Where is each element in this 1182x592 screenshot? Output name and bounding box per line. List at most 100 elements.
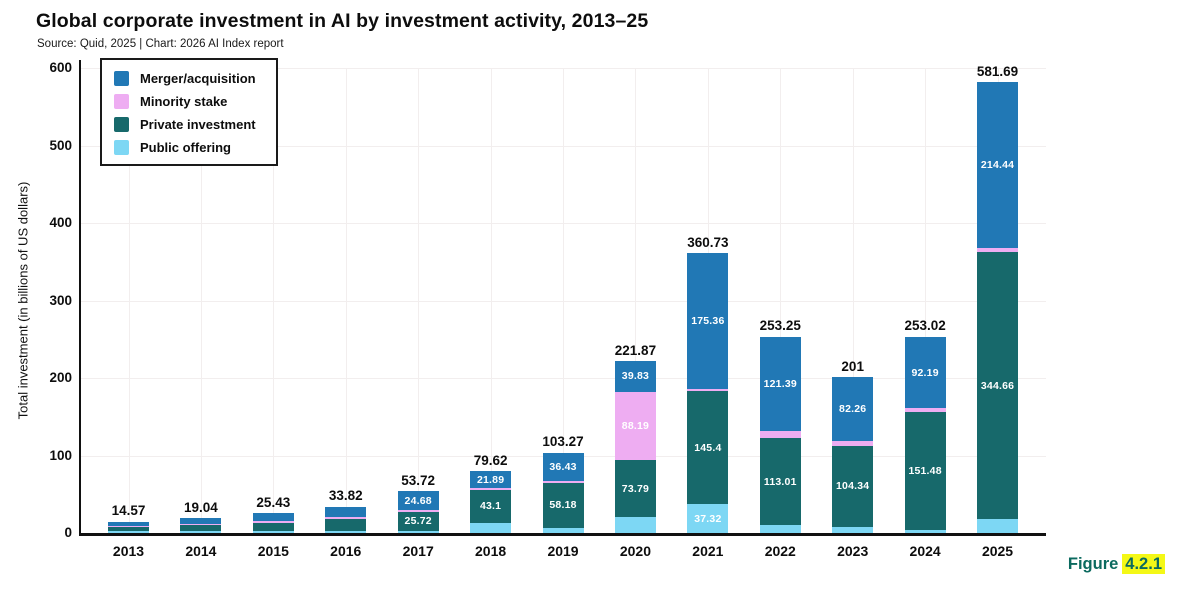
bar-segment-value: 39.83 [621,370,650,383]
bar-total-label-2022: 253.25 [759,318,801,334]
bar-segment-value: 88.19 [621,420,650,433]
bar-segment-value: 58.18 [549,499,577,512]
bar-segment-public-offering-2019 [542,527,584,533]
gridline-vertical [490,68,492,533]
bar-segment-minority-stake-2014 [180,524,222,525]
legend-item-merger-acquisition: Merger/acquisition [114,71,264,86]
bar-segment-value: 92.19 [911,366,939,379]
bar-segment-private-investment-2025: 344.66 [977,252,1019,520]
bar-segment-public-offering-2020 [614,517,656,533]
bar-segment-public-offering-2024 [904,529,946,533]
figure-label-prefix: Figure [1067,555,1119,573]
bar-segment-value: 25.72 [404,515,432,528]
bar-segment-public-offering-2016 [325,530,367,533]
bar-segment-merger-acquisition-2020: 39.83 [614,361,656,392]
y-tick-label: 500 [49,137,72,153]
bar-segment-merger-acquisition-2018: 21.89 [470,471,512,489]
figure-label-number: 4.2.1 [1122,554,1165,574]
bar-segment-public-offering-2021: 37.32 [687,504,729,533]
legend-item-minority-stake: Minority stake [114,94,264,109]
bar-segment-value: 344.66 [980,379,1015,392]
gridline-vertical [273,68,275,533]
legend-swatch [114,94,129,109]
bar-segment-public-offering-2022 [759,525,801,533]
bar-segment-private-investment-2019: 58.18 [542,482,584,528]
bar-segment-value: 104.34 [836,480,870,493]
y-tick-label: 200 [49,370,72,385]
bar-segment-merger-acquisition-2021: 175.36 [687,253,729,390]
x-tick-label-2017: 2017 [402,543,434,559]
gridline-vertical [852,68,854,533]
bar-segment-public-offering-2023 [832,526,874,533]
bar-segment-public-offering-2017 [397,531,439,533]
bar-segment-value: 151.48 [908,464,942,477]
bar-segment-minority-stake-2020: 88.19 [614,391,656,461]
bar-total-label-2019: 103.27 [542,434,584,450]
bar-total-label-2020: 221.87 [614,342,657,358]
gridline-vertical [418,68,420,533]
legend-label: Public offering [140,140,231,155]
bar-total-label-2021: 360.73 [687,234,729,250]
bar-segment-private-investment-2023: 104.34 [832,446,874,527]
bar-segment-value: 121.39 [763,377,797,390]
bar-segment-minority-stake-2019 [542,481,584,483]
chart-title: Global corporate investment in AI by inv… [36,10,649,32]
bar-total-label-2024: 253.02 [904,318,946,334]
bar-segment-private-investment-2022: 113.01 [759,437,801,526]
bar-segment-merger-acquisition-2015 [252,513,294,522]
bar-segment-minority-stake-2025 [977,248,1019,253]
bar-segment-private-investment-2018: 43.1 [470,489,512,523]
bar-segment-value: 113.01 [763,475,797,488]
x-tick-label-2022: 2022 [764,543,796,559]
bar-total-label-2023: 201 [841,358,864,374]
bar-segment-value: 73.79 [621,482,650,495]
legend-label: Merger/acquisition [140,71,256,86]
bar-segment-private-investment-2013 [108,527,149,532]
x-tick-label-2024: 2024 [909,543,941,559]
legend-swatch [114,140,129,155]
bar-segment-merger-acquisition-2013 [108,521,149,527]
legend-label: Minority stake [140,94,228,109]
legend-item-private-investment: Private investment [114,117,264,132]
bar-segment-value: 37.32 [694,512,722,525]
bar-total-label-2013: 14.57 [111,503,146,519]
bar-segment-minority-stake-2018 [470,488,512,490]
x-tick-label-2019: 2019 [547,543,579,559]
bar-segment-public-offering-2025 [977,519,1019,533]
bar-segment-merger-acquisition-2022: 121.39 [759,336,801,431]
bar-total-label-2016: 33.82 [328,488,363,504]
bar-segment-minority-stake-2016 [325,517,367,519]
bar-total-label-2018: 79.62 [473,452,508,468]
x-tick-label-2023: 2023 [837,543,869,559]
bar-segment-private-investment-2015 [252,522,294,532]
bar-segment-merger-acquisition-2023: 82.26 [832,377,874,441]
bar-segment-minority-stake-2023 [832,440,874,446]
legend-swatch [114,71,129,86]
y-axis-line [79,60,81,534]
bar-segment-minority-stake-2015 [252,521,294,523]
y-tick-label: 300 [49,292,72,308]
gridline-vertical [635,68,637,533]
bar-segment-public-offering-2018 [470,522,512,533]
gridline-vertical [563,68,565,533]
bar-segment-value: 82.26 [839,403,867,416]
figure-label: Figure 4.2.1 [1067,554,1165,574]
gridline-vertical [925,68,927,533]
bar-segment-merger-acquisition-2014 [180,518,222,525]
bar-segment-minority-stake-2021 [687,389,729,392]
x-tick-label-2015: 2015 [257,543,289,559]
y-tick-label: 600 [49,60,72,75]
x-tick-label-2016: 2016 [330,543,362,559]
bar-segment-public-offering-2014 [180,531,222,533]
bar-segment-merger-acquisition-2016 [325,506,367,518]
bar-segment-minority-stake-2024 [904,408,946,413]
bar-segment-value: 214.44 [980,159,1015,172]
gridline-vertical [200,68,202,533]
bar-segment-value: 21.89 [476,473,505,486]
bar-segment-merger-acquisition-2025: 214.44 [977,82,1019,249]
y-tick-label: 100 [49,447,72,463]
bar-segment-private-investment-2020: 73.79 [614,460,656,518]
bar-segment-value: 175.36 [691,315,725,328]
gridline-vertical [345,68,347,533]
